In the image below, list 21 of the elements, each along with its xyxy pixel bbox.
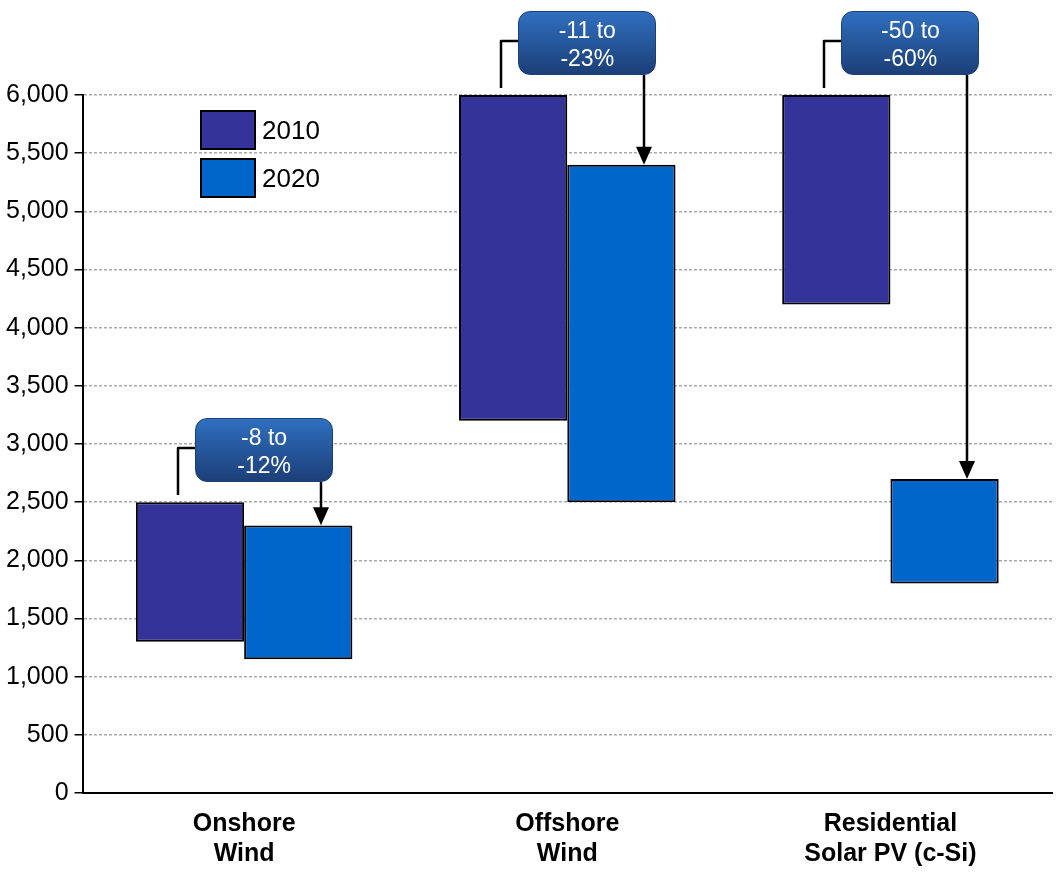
legend-label: 2020	[262, 162, 320, 194]
y-tick-label: 0	[54, 776, 69, 805]
y-tick-label: 6,000	[6, 78, 69, 107]
y-tick-label: 2,500	[6, 486, 69, 515]
y-tick-label: 4,500	[6, 253, 69, 282]
y-tick-label: 1,000	[6, 660, 69, 689]
y-tick-label: 2,000	[6, 544, 69, 573]
y-tick-label: 3,000	[6, 427, 69, 456]
y-tick-label: 1,500	[6, 602, 69, 631]
y-tick-label: 500	[26, 718, 69, 747]
y-tick-label: 5,000	[6, 195, 69, 224]
x-tick-label: Onshore Wind	[192, 807, 296, 866]
y-tick-label: 3,500	[6, 369, 69, 398]
callout-box: -8 to -12%	[195, 418, 334, 483]
legend-label: 2010	[262, 114, 320, 146]
y-tick-label: 5,500	[6, 137, 69, 166]
x-tick-label: Offshore Wind	[515, 807, 620, 866]
x-tick-label: Residential Solar PV (c-Si)	[804, 807, 977, 866]
callout-box: -11 to -23%	[518, 11, 657, 75]
callout-box: -50 to -60%	[841, 11, 980, 75]
y-tick-label: 4,000	[6, 311, 69, 340]
